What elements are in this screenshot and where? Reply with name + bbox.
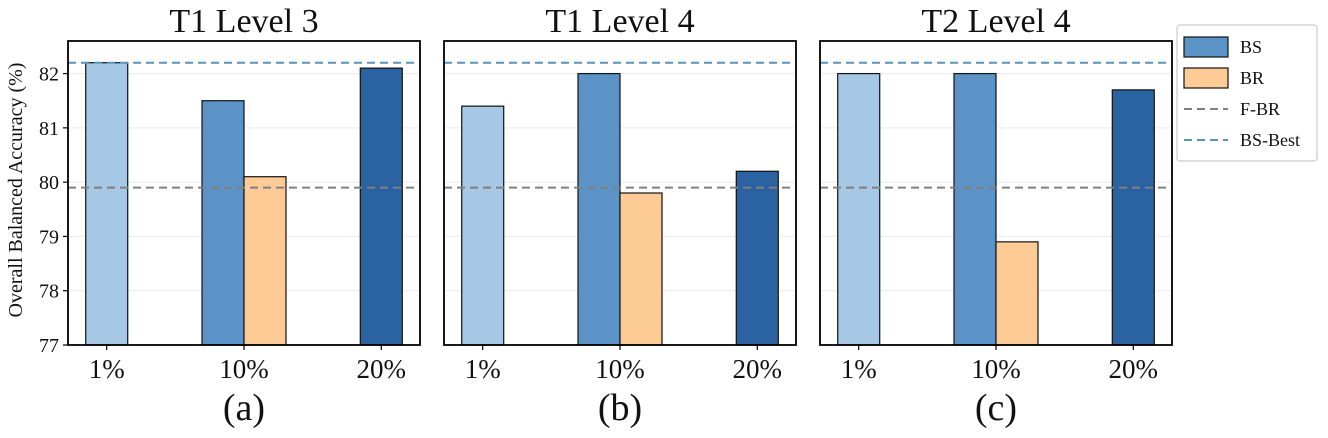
x-tick-label: 10% (595, 354, 645, 384)
y-tick-label: 78 (39, 281, 59, 303)
x-tick-label: 10% (971, 354, 1021, 384)
chart-panel-2: 1% 10% 20% T1 Level 4 (b) (443, 3, 797, 429)
chart-panels: 77 78 79 80 81 82 1% 10% 20% T1 Level 3 (a) 1% 10% 20… (39, 3, 1173, 429)
y-tick-label: 80 (39, 172, 59, 194)
y-tick-label: 82 (39, 64, 59, 86)
bar-br (243, 176, 287, 346)
bar-br (619, 192, 663, 346)
y-tick-label: 77 (39, 335, 59, 357)
x-tick-label: 20% (733, 354, 783, 384)
legend-label: BS (1240, 37, 1262, 57)
x-tick-label: 1% (89, 354, 125, 384)
chart-legend: BS BR F-BR BS-Best (1176, 24, 1318, 162)
bar-bs (1111, 89, 1155, 346)
panel-title: T1 Level 4 (545, 3, 694, 40)
x-tick-label: 1% (465, 354, 501, 384)
chart-panel-1: 77 78 79 80 81 82 1% 10% 20% T1 Level 3 (a) (39, 3, 421, 429)
bar-bs (201, 100, 245, 346)
x-tick-label: 20% (357, 354, 407, 384)
bar-bs (953, 72, 997, 346)
x-tick-label: 10% (219, 354, 269, 384)
legend-frame (1176, 24, 1318, 162)
panel-caption: (a) (223, 387, 265, 429)
x-tick-label: 1% (841, 354, 877, 384)
bar-bs (837, 72, 881, 346)
bar-bs (461, 105, 505, 346)
panel-title: T2 Level 4 (921, 3, 1070, 40)
bar-bs (577, 72, 621, 346)
bar-bs (85, 62, 129, 346)
legend-label: BS-Best (1240, 130, 1300, 150)
legend-swatch-br (1183, 67, 1229, 89)
bar-bs (359, 67, 403, 346)
bar-br (995, 241, 1039, 346)
legend-label: F-BR (1240, 99, 1280, 119)
y-axis-label: Overall Balanced Accuracy (%) (5, 63, 27, 318)
bar-bs (735, 170, 779, 346)
legend-swatch-bs (1183, 36, 1229, 58)
panel-caption: (c) (975, 387, 1017, 429)
x-tick-label: 20% (1109, 354, 1159, 384)
panel-title: T1 Level 3 (169, 3, 318, 40)
chart-panel-3: 1% 10% 20% T2 Level 4 (c) (819, 3, 1173, 429)
panel-caption: (b) (598, 387, 642, 429)
legend-label: BR (1240, 68, 1264, 88)
y-tick-label: 79 (39, 226, 59, 248)
y-tick-label: 81 (39, 118, 59, 140)
